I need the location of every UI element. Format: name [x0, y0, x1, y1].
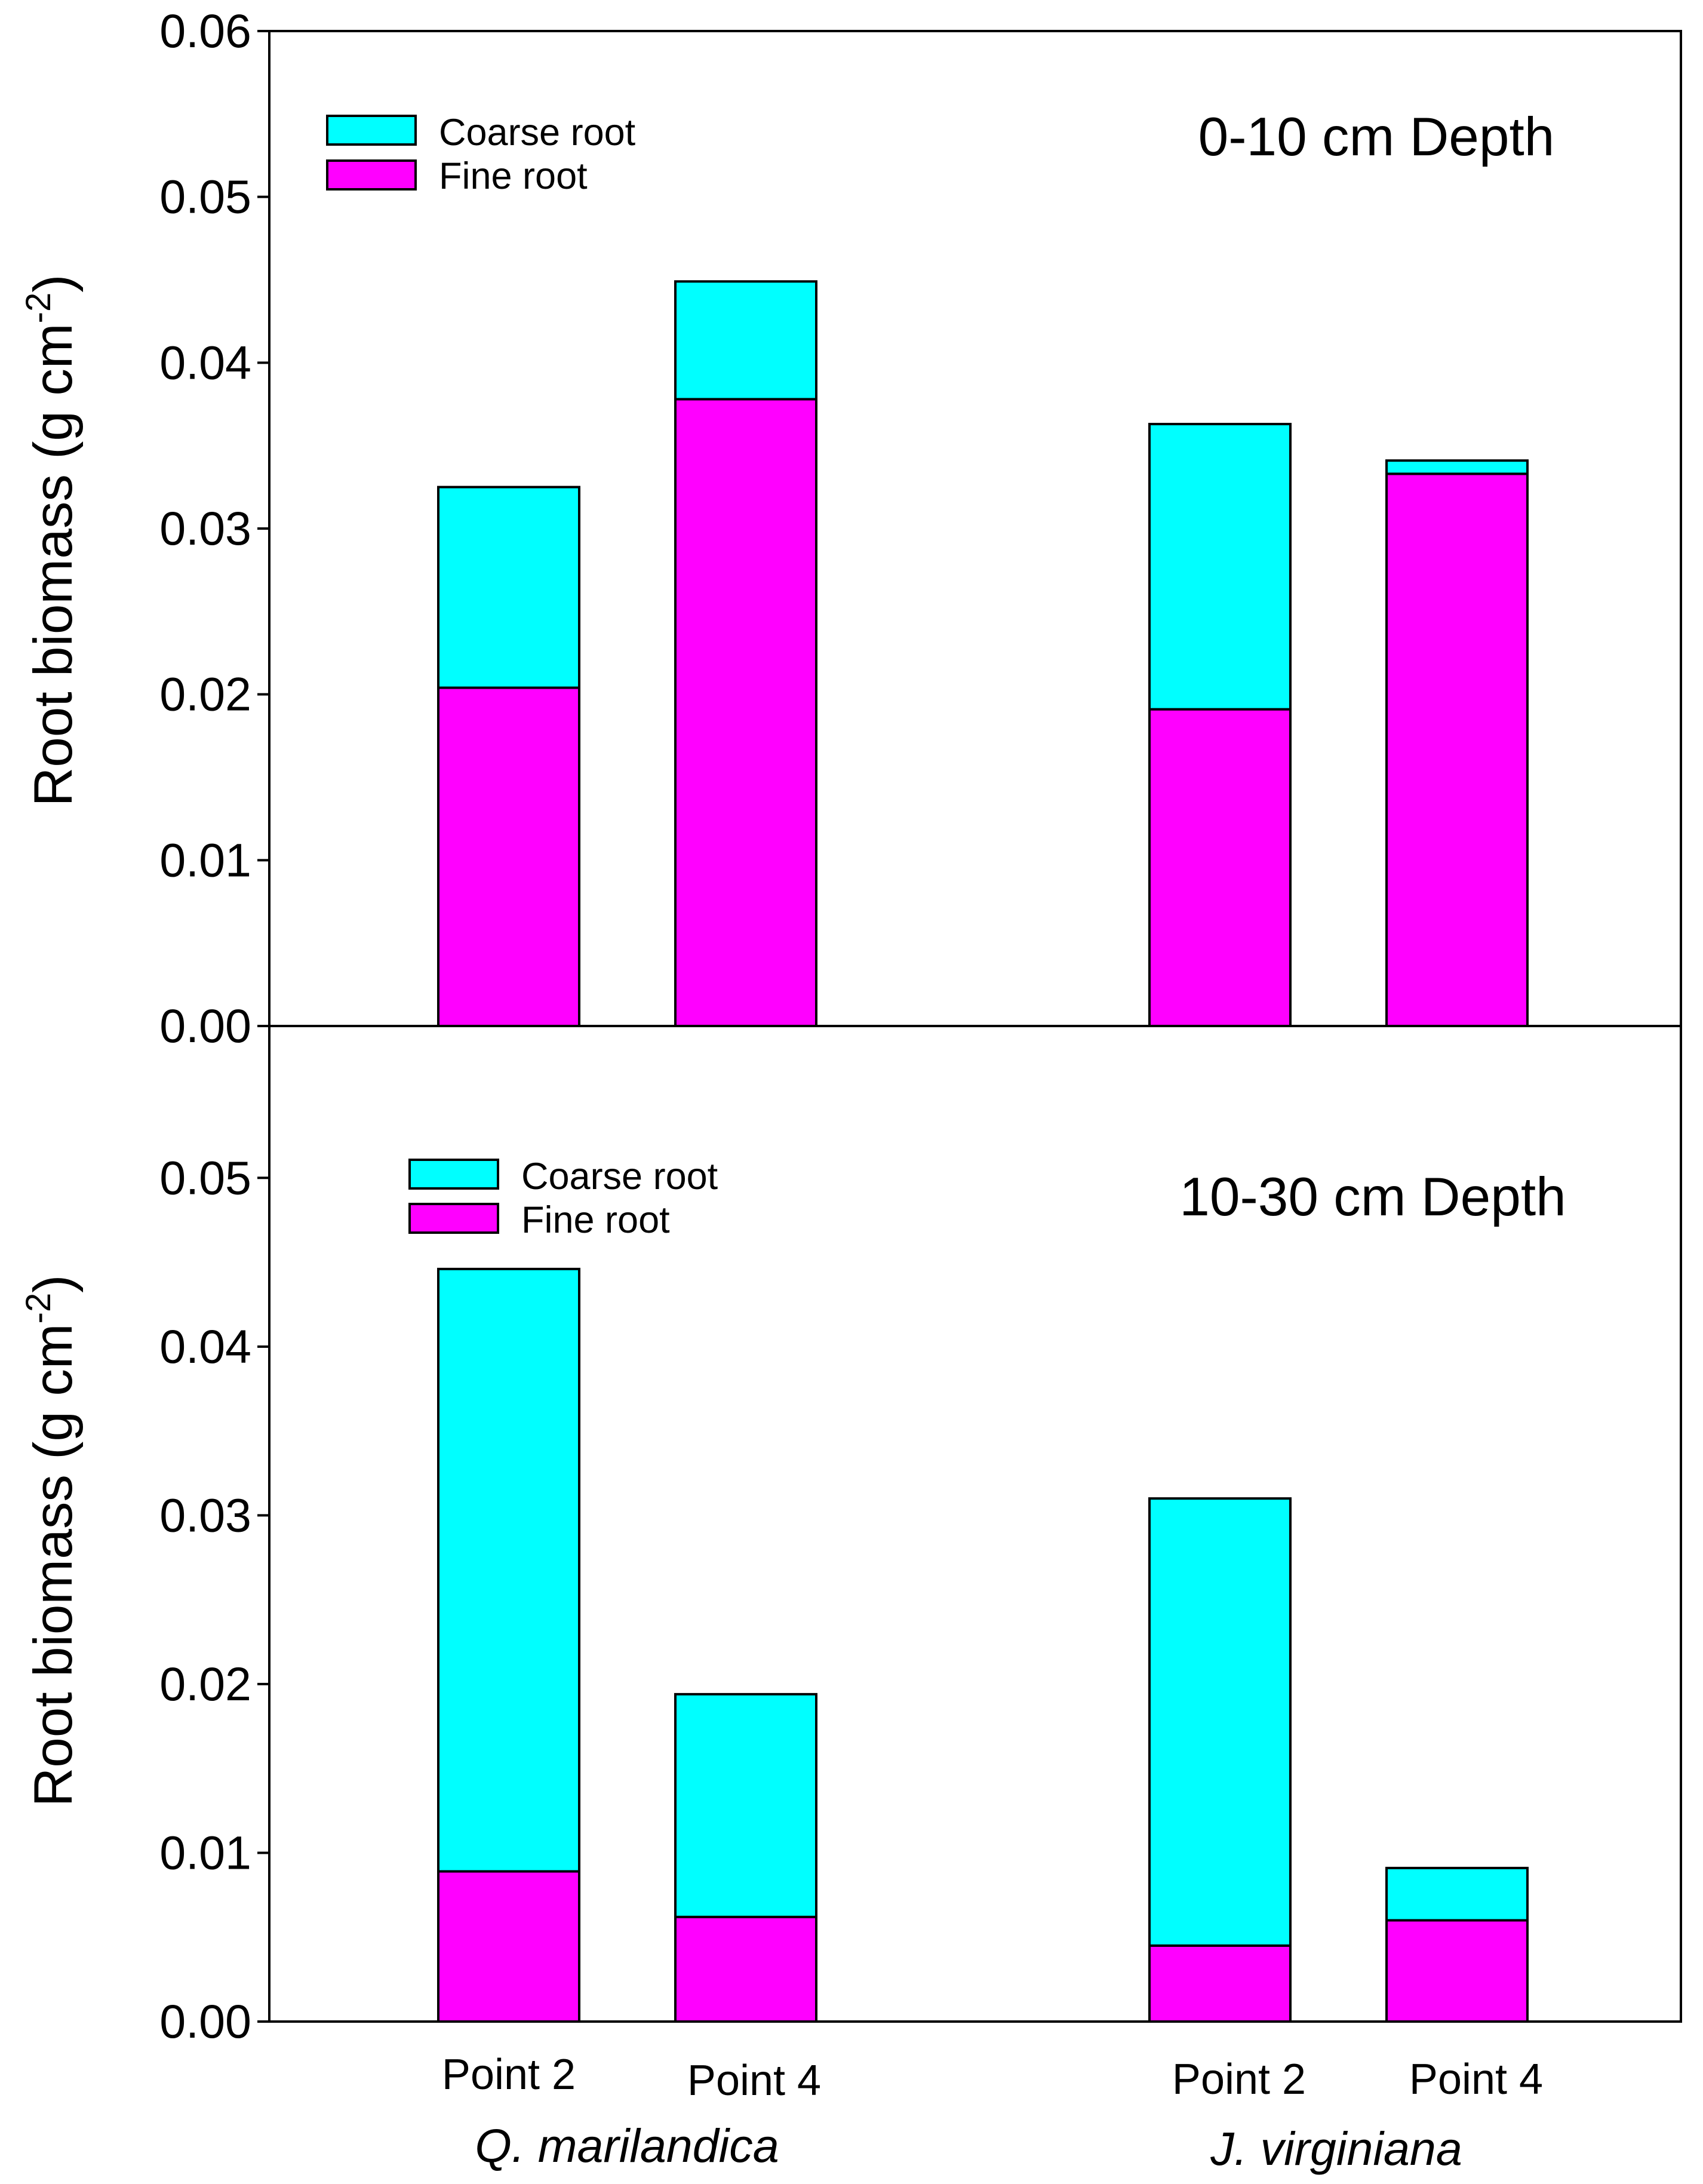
plot-frame-bottom: [268, 1025, 1682, 2023]
y-tick-label-bottom-4: 0.04: [159, 1320, 251, 1373]
bar-top-fine-2: [674, 398, 817, 1027]
y-tick-label-bottom-1: 0.01: [159, 1826, 251, 1879]
x-category-label-4: Point 4: [1409, 2056, 1543, 2103]
bar-bottom-coarse-3: [1148, 1497, 1292, 1947]
legend-label-fine-top: Fine root: [439, 155, 588, 197]
panel-title-bottom: 10-30 cm Depth: [1179, 1167, 1566, 1227]
y-tick-label-bottom-5: 0.05: [159, 1151, 251, 1204]
group-label-q-marilandica: Q. marilandica: [475, 2119, 779, 2172]
y-axis-title-top-close: ): [23, 274, 84, 292]
y-tick-label-bottom-3: 0.03: [159, 1488, 251, 1541]
legend-label-coarse-top: Coarse root: [439, 112, 636, 153]
y-axis-title-top-main: Root biomass (g cm: [23, 323, 84, 806]
y-tick-label-top-3: 0.03: [159, 502, 251, 555]
x-category-label-2: Point 4: [687, 2057, 821, 2105]
y-tick-label-top-4: 0.04: [159, 336, 251, 389]
panel-top: 0.00 0.01 0.02 0.03 0.04 0.05 0.06: [159, 4, 1682, 1052]
y-axis-title-top: Root biomass (g cm-2): [19, 274, 84, 806]
bar-bottom-fine-1: [437, 1870, 580, 2023]
bar-bottom-fine-2: [674, 1915, 817, 2023]
bar-top-fine-1: [437, 686, 580, 1028]
y-tick-label-bottom-0: 0.00: [159, 1995, 251, 2048]
y-axis-title-top-sup: -2: [19, 293, 58, 324]
y-axis-title-bottom-main: Root biomass (g cm: [23, 1323, 84, 1807]
group-label-j-virginiana: J. virginiana: [1210, 2122, 1462, 2175]
bar-top-fine-3: [1148, 708, 1292, 1027]
legend-top: Coarse root Fine root: [326, 112, 636, 197]
panels-layer: 0.00 0.01 0.02 0.03 0.04 0.05 0.06 0.00 0.01 0.02…: [159, 4, 1682, 2048]
bar-top-coarse-4: [1385, 459, 1529, 475]
y-tick-label-top-6: 0.06: [159, 4, 251, 57]
y-axis-title-bottom-close: ): [23, 1274, 84, 1292]
bar-bottom-coarse-4: [1385, 1866, 1529, 1922]
y-tick-label-bottom-2: 0.02: [159, 1657, 251, 1710]
bar-top-coarse-2: [674, 280, 817, 401]
bar-bottom-coarse-2: [674, 1692, 817, 1918]
panel-bottom: 0.00 0.01 0.02 0.03 0.04 0.05: [159, 1025, 1682, 2048]
x-category-label-3: Point 2: [1172, 2056, 1306, 2103]
y-axis-title-bottom-sup: -2: [19, 1293, 58, 1324]
bar-bottom-coarse-1: [437, 1267, 580, 1873]
y-tick-label-top-2: 0.02: [159, 668, 251, 721]
legend-label-coarse-bottom: Coarse root: [521, 1156, 718, 1197]
legend-swatch-coarse-bottom: [408, 1159, 499, 1190]
legend-swatch-coarse-top: [326, 115, 417, 146]
legend-swatch-fine-bottom: [408, 1203, 499, 1234]
bar-bottom-fine-4: [1385, 1919, 1529, 2023]
legend-label-fine-bottom: Fine root: [521, 1199, 670, 1241]
y-axis-title-bottom: Root biomass (g cm-2): [19, 1274, 84, 1807]
panel-title-top: 0-10 cm Depth: [1198, 107, 1555, 167]
y-tick-label-top-1: 0.01: [159, 833, 251, 886]
y-tick-label-top-0: 0.00: [159, 999, 251, 1052]
bar-top-coarse-1: [437, 486, 580, 689]
y-tick-label-top-5: 0.05: [159, 170, 251, 223]
bar-top-coarse-3: [1148, 423, 1292, 711]
x-category-label-1: Point 2: [442, 2051, 576, 2099]
bar-top-fine-4: [1385, 472, 1529, 1027]
legend-swatch-fine-top: [326, 159, 417, 191]
legend-bottom: Coarse root Fine root: [408, 1156, 718, 1241]
bar-bottom-fine-3: [1148, 1944, 1292, 2023]
